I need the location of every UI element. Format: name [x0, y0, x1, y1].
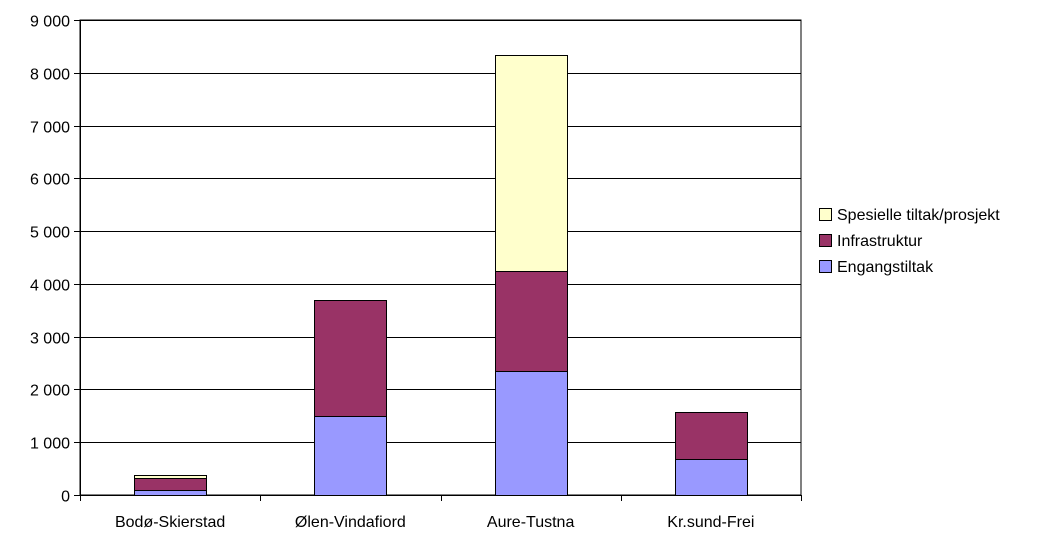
y-tick-label: 8 000	[30, 67, 70, 84]
x-tick-label: Bodø-Skierstad	[115, 514, 225, 531]
legend: Spesielle tiltak/prosjekt Infrastruktur En…	[820, 207, 1001, 276]
x-tick-label: Kr.sund-Frei	[667, 514, 754, 531]
y-tick-label: 7 000	[30, 120, 70, 137]
y-tick-label: 9 000	[30, 14, 70, 31]
x-tick-label: Ølen-Vindafiord	[295, 514, 406, 531]
bar-segment	[135, 476, 207, 479]
x-tick-label: Aure-Tustna	[487, 514, 575, 531]
bar-segment	[315, 417, 387, 496]
bar-segment	[315, 301, 387, 417]
y-tick-label: 1 000	[30, 436, 70, 453]
y-tick-label: 2 000	[30, 383, 70, 400]
legend-swatch	[820, 235, 832, 247]
bar-segment	[676, 460, 748, 496]
legend-label: Infrastruktur	[837, 233, 923, 250]
bar-segment	[135, 479, 207, 491]
legend-swatch	[820, 261, 832, 273]
y-tick-label: 4 000	[30, 278, 70, 295]
y-tick-label: 5 000	[30, 225, 70, 242]
bar-segment	[135, 491, 207, 496]
bar-segment	[496, 272, 568, 372]
legend-label: Spesielle tiltak/prosjekt	[837, 207, 1000, 224]
bar-segment	[496, 56, 568, 272]
legend-label: Engangstiltak	[837, 259, 934, 276]
bar-segment	[676, 413, 748, 460]
bars	[135, 56, 748, 496]
legend-swatch	[820, 209, 832, 221]
bar-segment	[496, 372, 568, 496]
y-tick-label: 0	[61, 489, 70, 506]
y-tick-label: 3 000	[30, 331, 70, 348]
x-tick-labels: Bodø-Skierstad Ølen-Vindafiord Aure-Tustna…	[115, 514, 754, 531]
y-tick-labels: 0 1 000 2 000 3 000 4 000 5 000 6 000 7 000 8 00…	[30, 14, 70, 506]
y-tick-label: 6 000	[30, 172, 70, 189]
